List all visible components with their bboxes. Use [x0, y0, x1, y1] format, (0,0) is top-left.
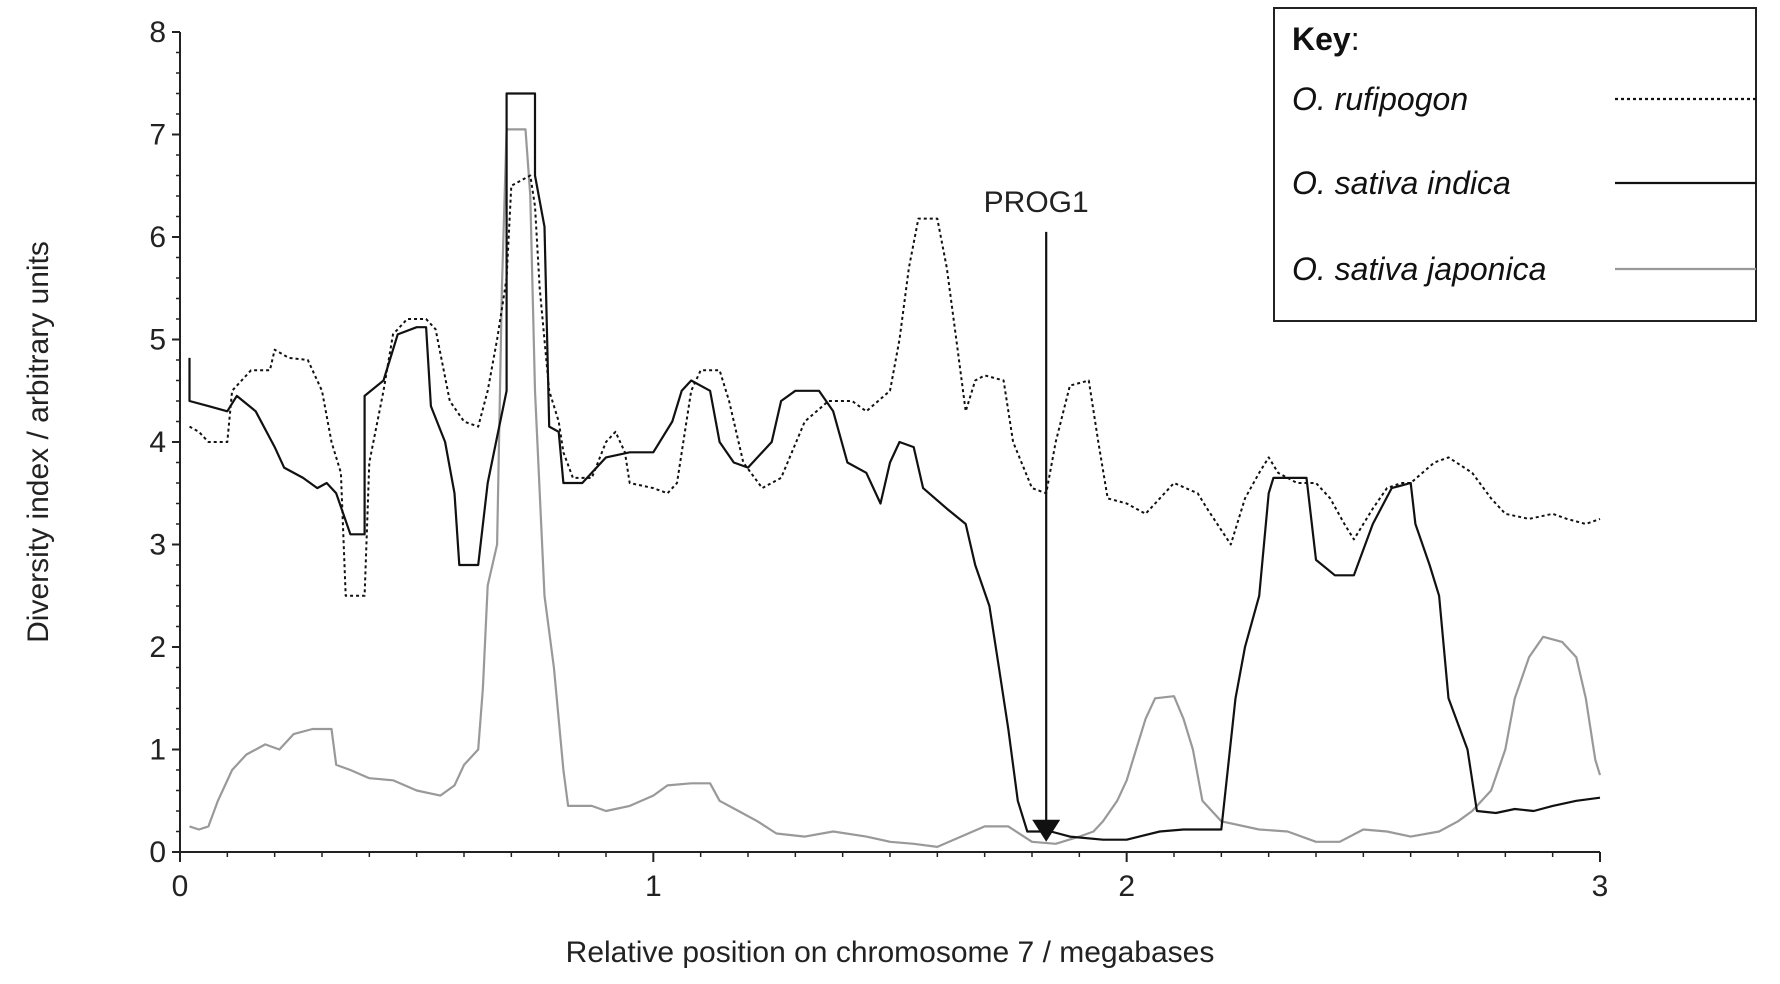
y-tick-label: 8 — [149, 16, 166, 49]
prog1-annotation: PROG1 — [984, 186, 1089, 842]
x-ticks: 0 1 2 3 — [172, 852, 1609, 903]
series-layer — [188, 92, 1602, 848]
x-tick-label: 2 — [1118, 870, 1135, 903]
series-line-o-sativa-japonica — [189, 128, 1602, 848]
legend-label: O. sativa indica — [1292, 165, 1511, 201]
legend-title: Key: — [1292, 21, 1360, 57]
y-tick-label: 3 — [149, 529, 166, 562]
y-tick-label: 0 — [149, 836, 166, 869]
y-tick-label: 4 — [149, 426, 166, 459]
legend-label: O. rufipogon — [1292, 81, 1468, 117]
x-tick-label: 0 — [172, 870, 189, 903]
y-tick-label: 7 — [149, 119, 166, 152]
legend-title-suffix: : — [1351, 21, 1360, 57]
legend-label: O. sativa japonica — [1292, 251, 1546, 287]
prog1-arrow-head — [1032, 819, 1061, 842]
legend: Key: O. rufipogon O. sativa indica O. sati… — [1273, 7, 1757, 322]
legend-items: O. rufipogon O. sativa indica O. sativa ja… — [1292, 81, 1756, 287]
axes: 0 1 2 3 4 5 6 7 8 0 1 2 3 Relative position on chro… — [22, 16, 1608, 969]
y-tick-label: 5 — [149, 324, 166, 357]
y-tick-label: 1 — [149, 734, 166, 767]
y-tick-label: 6 — [149, 221, 166, 254]
prog1-label: PROG1 — [984, 186, 1089, 219]
series-line-o-sativa-indica — [188, 92, 1601, 841]
y-tick-label: 2 — [149, 631, 166, 664]
x-tick-label: 1 — [645, 870, 662, 903]
y-axis-title: Diversity index / arbitrary units — [22, 241, 55, 643]
x-axis-title: Relative position on chromosome 7 / mega… — [566, 936, 1215, 969]
y-ticks: 0 1 2 3 4 5 6 7 8 — [149, 16, 180, 869]
legend-title-text: Key — [1292, 21, 1351, 57]
x-tick-label: 3 — [1592, 870, 1609, 903]
